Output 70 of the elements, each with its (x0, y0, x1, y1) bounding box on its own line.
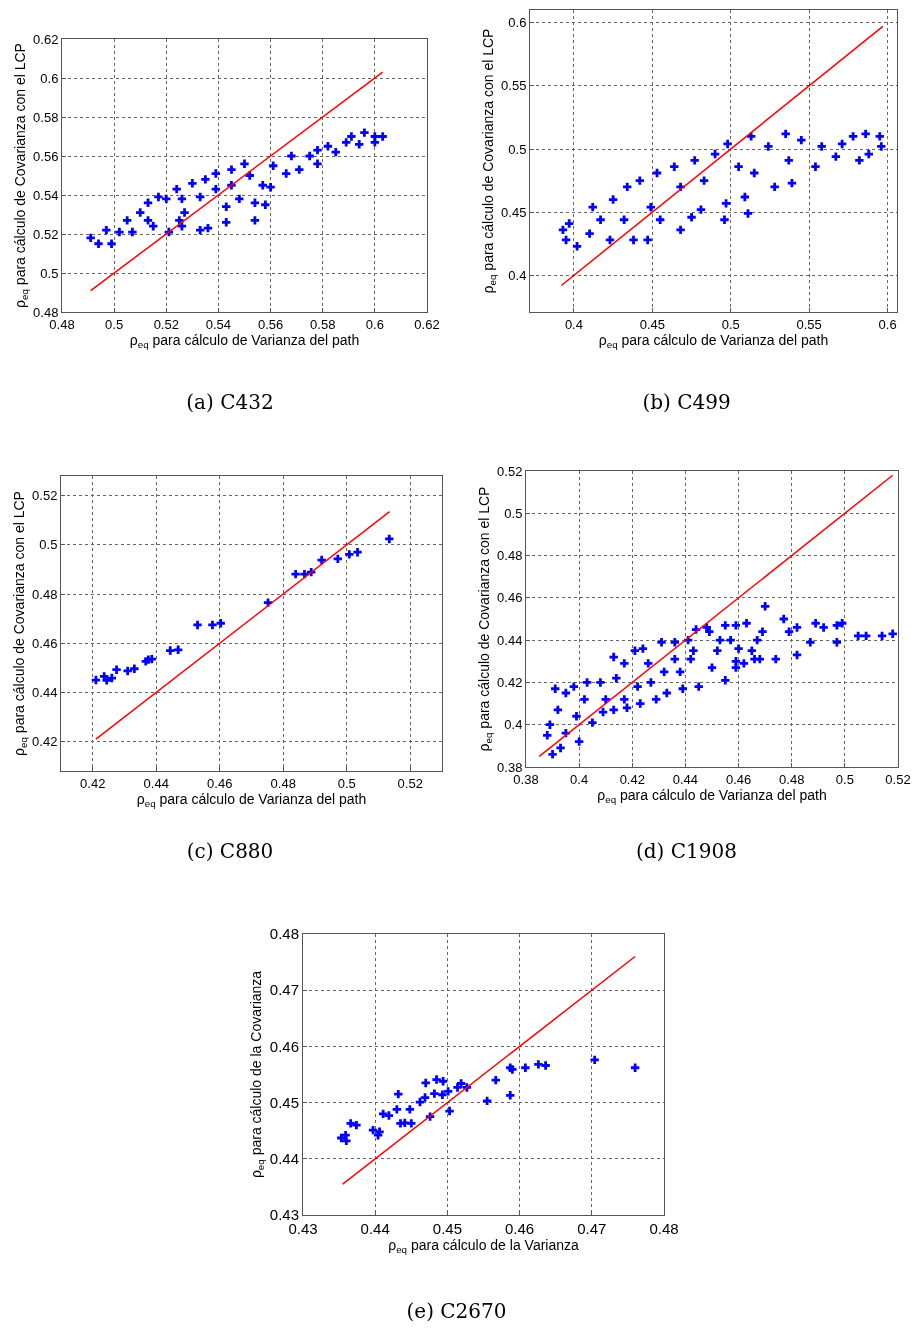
y-tick-label: 0.52 (32, 488, 58, 504)
x-tick-label: 0.46 (725, 771, 752, 787)
x-axis-title: ρ$_{eq}$ para cálculo de Varianza del path (129, 331, 360, 350)
x-tick-label: 0.5 (337, 775, 356, 791)
y-tick-label: 0.62 (33, 31, 59, 47)
y-tick-label: 0.5 (40, 265, 59, 281)
y-tick-label: 0.55 (501, 78, 527, 94)
x-tick-label: 0.4 (570, 771, 589, 787)
x-tick-label: 0.42 (80, 775, 106, 791)
y-tick-label: 0.5 (508, 141, 527, 157)
y-tick-label: 0.46 (269, 1037, 299, 1055)
y-tick-label: 0.44 (497, 632, 523, 648)
x-axis-title: ρ$_{eq}$ para cálculo de Varianza del path (597, 786, 827, 805)
x-tick-label: 0.6 (878, 316, 897, 332)
y-tick-label: 0.52 (497, 463, 523, 479)
x-tick-label: 0.5 (721, 316, 740, 332)
y-tick-label: 0.58 (33, 109, 59, 125)
text: (e) C2670 (406, 1298, 507, 1323)
x-tick-label: 0.45 (432, 1220, 462, 1237)
text: (c) C880 (186, 839, 274, 864)
y-tick-label: 0.48 (33, 304, 59, 320)
y-tick-label: 0.42 (497, 674, 523, 690)
x-tick-label: 0.6 (365, 316, 384, 332)
x-tick-label: 0.62 (414, 316, 440, 332)
text: (b) C499 (642, 389, 731, 414)
x-tick-label: 0.4 (564, 316, 583, 332)
x-axis-title: ρ$_{eq}$ para cálculo de Varianza del path (598, 331, 829, 350)
y-tick-label: 0.52 (33, 226, 59, 242)
y-tick-label: 0.5 (504, 505, 523, 521)
x-tick-label: 0.45 (639, 316, 665, 332)
x-tick-label: 0.42 (619, 771, 645, 787)
x-tick-label: 0.47 (577, 1220, 607, 1237)
y-tick-label: 0.56 (33, 148, 59, 164)
x-tick-label: 0.46 (207, 775, 233, 791)
y-tick-label: 0.6 (40, 70, 59, 86)
y-tick-label: 0.48 (497, 548, 523, 564)
y-tick-label: 0.48 (32, 586, 58, 602)
text: (a) C432 (186, 389, 274, 414)
x-axis-title: ρ$_{eq}$ para cálculo de Varianza del path (136, 790, 367, 809)
y-tick-label: 0.45 (501, 204, 527, 220)
text: (d) C1908 (636, 839, 737, 864)
x-axis-title: ρ$_{eq}$ para cálculo de la Varianza (388, 1237, 580, 1256)
y-tick-label: 0.46 (32, 635, 58, 651)
x-tick-label: 0.58 (310, 316, 336, 332)
y-tick-label: 0.44 (32, 684, 58, 700)
y-tick-label: 0.54 (33, 187, 59, 203)
y-tick-label: 0.38 (497, 759, 523, 775)
x-tick-label: 0.56 (257, 316, 284, 332)
x-tick-label: 0.55 (796, 316, 822, 332)
x-tick-label: 0.5 (835, 771, 854, 787)
x-tick-label: 0.54 (205, 316, 232, 332)
x-tick-label: 0.48 (779, 771, 805, 787)
y-tick-label: 0.5 (39, 537, 58, 553)
y-tick-label: 0.44 (269, 1150, 299, 1168)
x-tick-label: 0.44 (360, 1220, 390, 1237)
y-tick-label: 0.4 (508, 267, 527, 283)
y-tick-label: 0.4 (504, 717, 523, 733)
x-tick-label: 0.5 (105, 316, 124, 332)
y-tick-label: 0.47 (269, 981, 299, 999)
x-tick-label: 0.44 (143, 775, 169, 791)
x-tick-label: 0.52 (885, 771, 911, 787)
y-tick-label: 0.46 (497, 590, 523, 606)
y-tick-label: 0.6 (508, 15, 527, 31)
x-tick-label: 0.52 (153, 316, 179, 332)
y-tick-label: 0.48 (269, 925, 299, 943)
x-tick-label: 0.48 (649, 1220, 679, 1237)
x-tick-label: 0.44 (672, 771, 699, 787)
y-tick-label: 0.45 (269, 1093, 299, 1111)
x-tick-label: 0.52 (397, 775, 423, 791)
y-tick-label: 0.42 (32, 734, 58, 750)
